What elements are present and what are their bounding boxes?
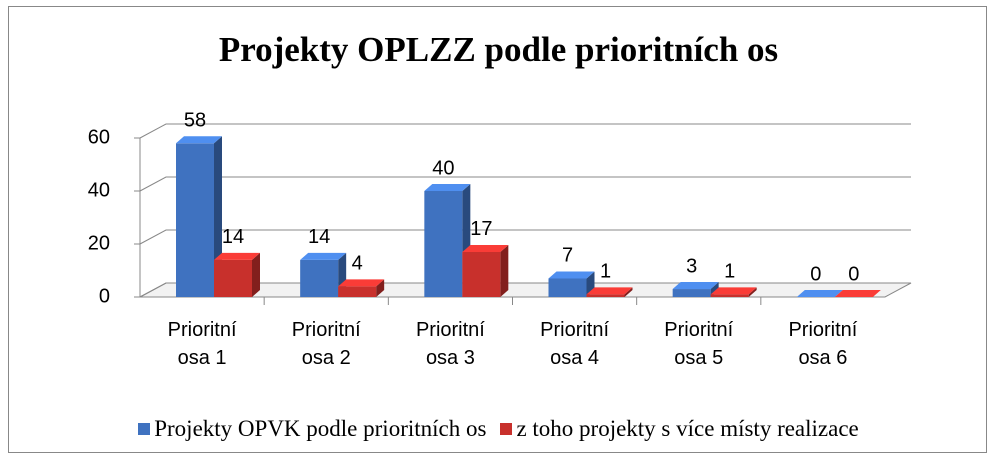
bar (586, 287, 633, 297)
x-tick-label: Prioritní osa 6 (788, 319, 858, 369)
y-tick-label: 0 (99, 285, 110, 307)
value-label: 3 (686, 255, 697, 277)
bar-top (214, 252, 260, 260)
bar-side (500, 244, 509, 297)
bar-top (424, 184, 471, 191)
value-label: 1 (600, 261, 611, 283)
bar-top (710, 287, 757, 295)
value-label: 17 (470, 218, 492, 240)
value-label: 1 (724, 261, 735, 283)
grid-line (139, 123, 911, 139)
legend-swatch (138, 423, 151, 435)
bar (586, 294, 625, 297)
bar-top (672, 282, 719, 290)
grid-line (139, 229, 911, 245)
bar-top (548, 271, 595, 279)
bar-top (300, 252, 347, 260)
bar-top (796, 290, 843, 297)
legend-item: z toho projekty s více místy realizace (500, 416, 859, 442)
value-label: 0 (810, 263, 821, 285)
y-tick-label: 60 (88, 126, 110, 148)
bar-side (748, 287, 757, 297)
bar-top (176, 136, 222, 144)
grid-line (139, 282, 911, 298)
value-label: 7 (562, 245, 573, 267)
x-tick-label: Prioritní osa 3 (415, 319, 485, 369)
bar (462, 244, 509, 297)
bar-top (338, 279, 385, 287)
legend: Projekty OPVK podle prioritních os z toho… (0, 416, 997, 442)
bar (424, 191, 463, 297)
bar-side (252, 252, 260, 297)
bar (338, 286, 377, 297)
value-label: 14 (308, 226, 330, 248)
bar (176, 143, 214, 297)
bar-side (624, 287, 633, 297)
bar (176, 136, 222, 297)
legend-label: z toho projekty s více místy realizace (516, 416, 859, 441)
bar-side (376, 279, 385, 297)
bar (834, 290, 881, 297)
y-tick-label: 20 (88, 232, 110, 254)
value-label: 0 (848, 263, 859, 285)
x-tick-label: Prioritní osa 2 (291, 319, 361, 369)
bar (796, 290, 843, 297)
bar (710, 287, 757, 297)
bar (214, 252, 260, 297)
bar (300, 259, 339, 297)
bar-top (462, 244, 509, 252)
x-tick-label: Prioritní osa 4 (540, 319, 610, 369)
bar (710, 294, 749, 297)
value-label: 4 (352, 253, 363, 275)
bar (548, 271, 595, 297)
bar (462, 251, 501, 297)
bar (214, 259, 252, 297)
bar-top (834, 290, 881, 297)
bar (548, 278, 587, 297)
y-tick-label: 40 (88, 179, 110, 201)
grid-line (139, 176, 911, 192)
chart-title: Projekty OPLZZ podle prioritních os (218, 30, 779, 69)
value-label: 58 (184, 110, 206, 132)
bar-top (586, 287, 633, 295)
bar (338, 279, 385, 297)
value-label: 14 (222, 226, 244, 248)
legend-item: Projekty OPVK podle prioritních os (138, 416, 486, 442)
legend-swatch (500, 423, 513, 435)
x-tick-label: Prioritní osa 1 (167, 319, 237, 369)
x-tick-label: Prioritní osa 5 (664, 319, 734, 369)
legend-label: Projekty OPVK podle prioritních os (154, 416, 487, 441)
chart-frame (8, 6, 987, 453)
value-label: 40 (432, 157, 454, 179)
bar (672, 289, 711, 297)
